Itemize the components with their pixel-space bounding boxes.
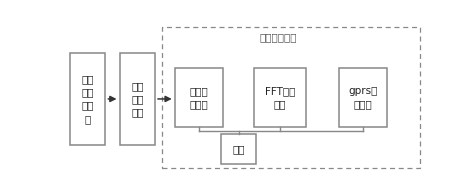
- Bar: [162, 27, 420, 168]
- Text: 电压
二次
互感
器: 电压 二次 互感 器: [82, 74, 94, 124]
- Bar: [120, 53, 155, 145]
- Bar: [70, 53, 105, 145]
- Bar: [255, 68, 306, 127]
- Bar: [221, 134, 256, 164]
- Text: FFT相量
计算: FFT相量 计算: [265, 86, 295, 109]
- Text: gprs网
络传输: gprs网 络传输: [348, 86, 378, 109]
- Text: 信号
调理
整定: 信号 调理 整定: [132, 81, 144, 117]
- Bar: [175, 68, 223, 127]
- Bar: [339, 68, 387, 127]
- Text: 信号同
步采样: 信号同 步采样: [190, 86, 209, 109]
- Text: 电源: 电源: [233, 144, 245, 154]
- Text: 嵌入式采集板: 嵌入式采集板: [260, 32, 297, 42]
